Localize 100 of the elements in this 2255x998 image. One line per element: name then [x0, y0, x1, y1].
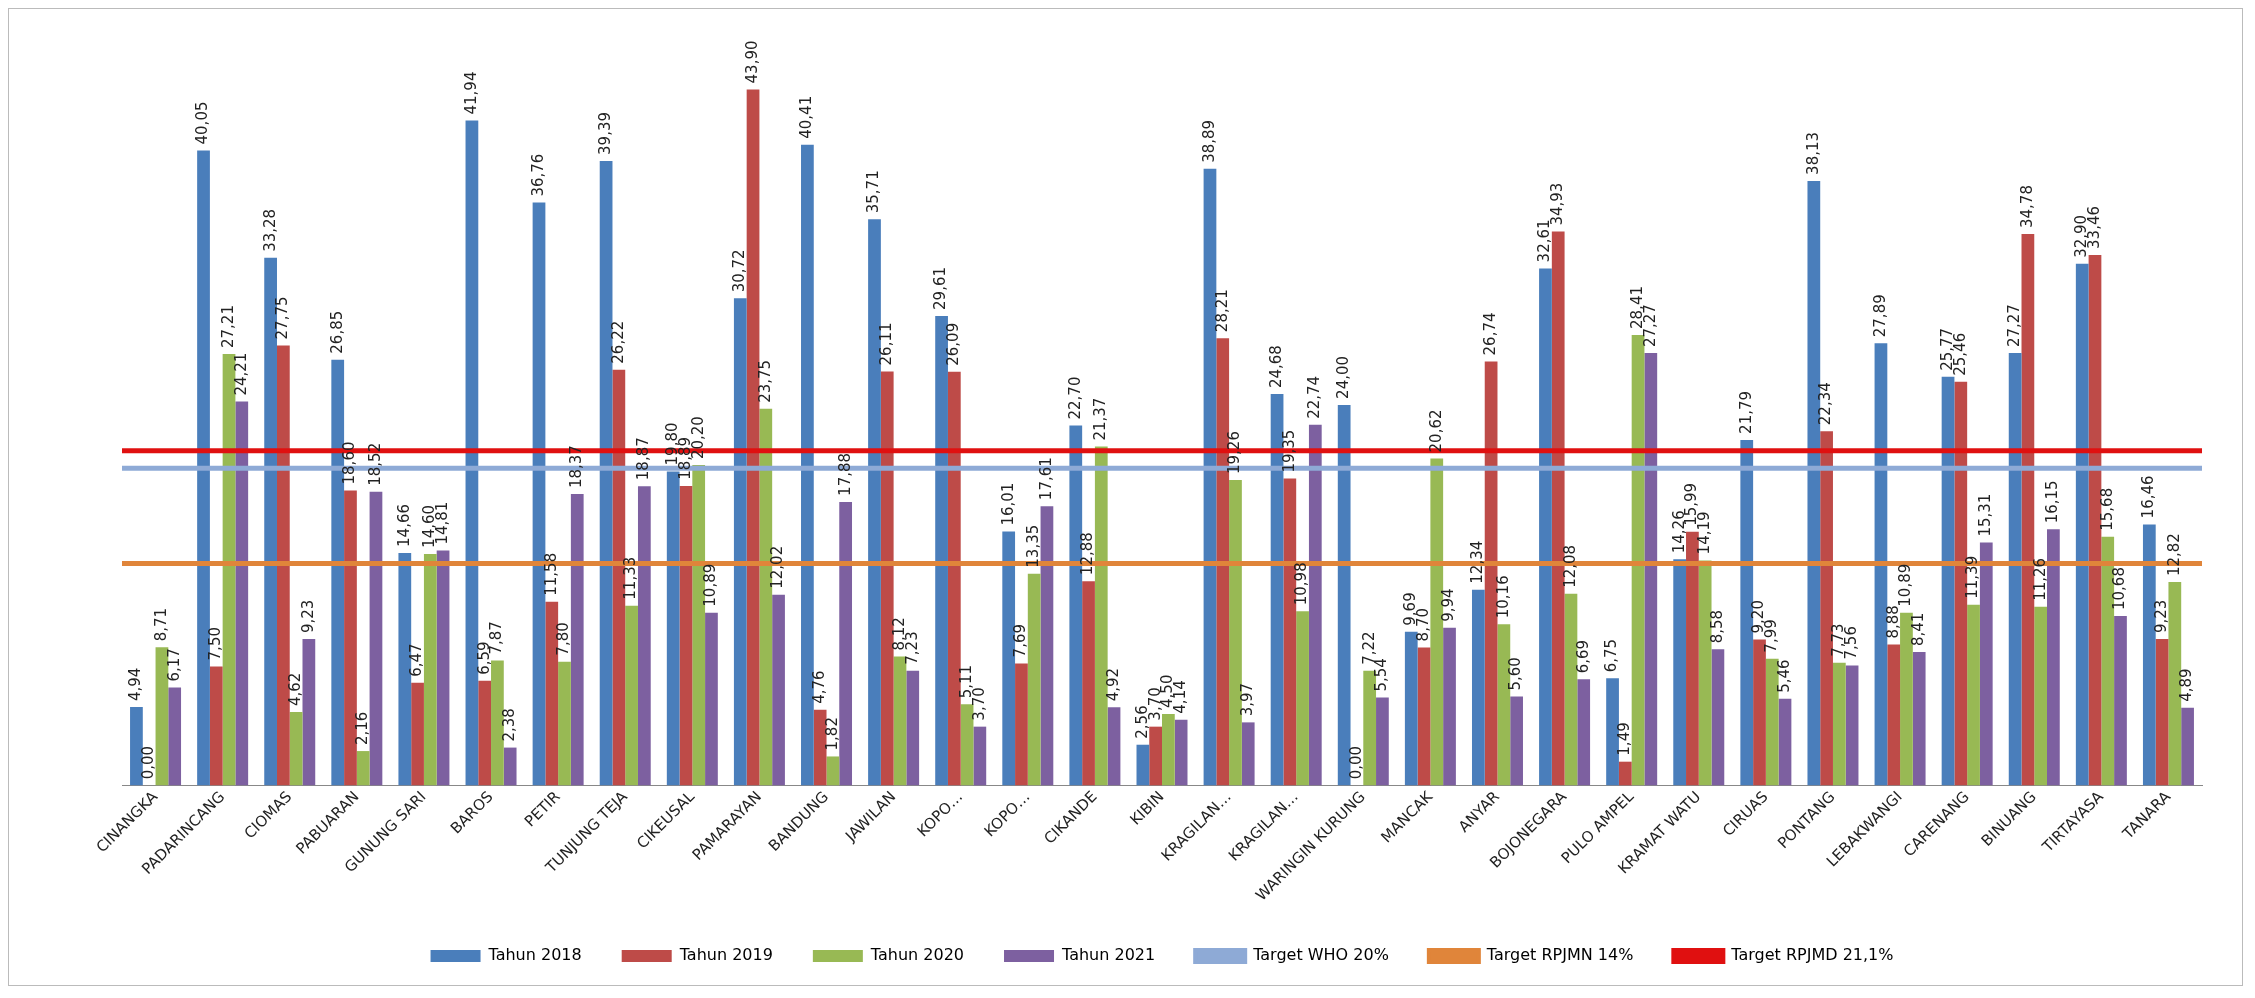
bar [1778, 698, 1792, 786]
data-label: 2,38 [500, 708, 519, 742]
data-label: 11,26 [2030, 557, 2049, 601]
data-label: 12,34 [1468, 540, 1487, 584]
data-label: 7,69 [1011, 624, 1030, 658]
bar [1618, 761, 1632, 786]
bar [1551, 231, 1565, 786]
data-label: 9,23 [298, 599, 317, 633]
bar [369, 491, 383, 786]
bar [772, 594, 785, 786]
bar [436, 550, 450, 786]
data-label: 18,60 [340, 441, 359, 485]
bar [893, 656, 907, 786]
bar [1040, 506, 1054, 786]
bar [733, 298, 747, 786]
data-label: 12,88 [1078, 532, 1097, 576]
bar [356, 751, 370, 786]
data-label: 26,85 [327, 310, 346, 354]
bar [1229, 480, 1242, 786]
bar [302, 639, 316, 786]
bar [1564, 593, 1578, 786]
legend-label: Tahun 2020 [869, 945, 965, 965]
bar [1082, 581, 1095, 786]
bar [1979, 542, 1993, 786]
data-label: 22,34 [1816, 382, 1835, 426]
data-label: 24,21 [231, 352, 250, 396]
bar [1753, 639, 1766, 786]
bar [1820, 431, 1833, 786]
bar [1539, 268, 1552, 786]
data-label: 21,37 [1091, 397, 1110, 441]
data-label: 15,31 [1976, 493, 1995, 537]
bar [1417, 647, 1431, 786]
bar [344, 490, 357, 786]
bar [625, 605, 638, 786]
bar [1686, 531, 1699, 786]
bar [1015, 663, 1028, 786]
data-label: 26,74 [1481, 312, 1499, 356]
bar [1631, 334, 1645, 786]
data-label: 10,16 [1493, 575, 1512, 619]
data-label: 16,15 [2043, 480, 2062, 524]
data-label: 21,79 [1736, 390, 1755, 434]
data-label: 16,01 [998, 482, 1017, 526]
bar [2008, 353, 2022, 786]
data-label: 8,58 [1707, 609, 1726, 644]
bar [1094, 446, 1108, 786]
bar [679, 485, 693, 786]
bar [478, 680, 492, 786]
data-label: 39,39 [595, 111, 614, 155]
data-label: 14,66 [394, 503, 413, 547]
data-label: 24,00 [1334, 355, 1353, 399]
legend-label: Tahun 2019 [678, 945, 773, 965]
bar [1510, 696, 1523, 786]
bar [813, 709, 827, 786]
bar [130, 707, 143, 786]
bar [839, 501, 853, 786]
bar [1149, 726, 1162, 786]
data-label: 11,58 [541, 552, 560, 596]
data-label: 27,21 [218, 305, 237, 348]
bar [906, 670, 920, 786]
data-label: 19,26 [1225, 431, 1244, 475]
bar [1484, 361, 1498, 786]
data-label: 27,75 [273, 296, 292, 340]
data-label: 4,62 [286, 672, 305, 707]
bar [1296, 611, 1309, 786]
data-label: 1,82 [822, 717, 841, 751]
data-label: 4,92 [1103, 667, 1122, 702]
bar [599, 160, 613, 786]
bar [155, 647, 169, 786]
data-label: 8,88 [1883, 605, 1902, 639]
data-label: 33,28 [260, 208, 279, 252]
bar [1967, 604, 1980, 786]
bar [532, 202, 546, 786]
data-label: 6,69 [1573, 639, 1592, 674]
bar [558, 661, 571, 786]
data-label: 7,50 [206, 627, 225, 661]
bar [666, 471, 680, 786]
bar [1845, 665, 1859, 786]
bar [503, 747, 517, 786]
data-label: 3,97 [1238, 682, 1257, 717]
bar [1698, 560, 1712, 786]
bar [1941, 376, 1955, 786]
data-label: 12,82 [2164, 533, 2183, 577]
bar [264, 257, 277, 786]
data-label: 15,68 [2097, 487, 2116, 531]
bar [1832, 662, 1846, 786]
bar [2034, 606, 2048, 786]
bar [1270, 394, 1284, 786]
data-label: 26,22 [608, 320, 627, 364]
bar [197, 150, 210, 786]
data-label: 24,68 [1266, 345, 1285, 389]
data-label: 38,13 [1803, 131, 1822, 175]
data-label: 40,41 [797, 95, 816, 139]
bar [1107, 707, 1121, 786]
bar [1471, 589, 1485, 786]
data-label: 27,89 [1870, 294, 1889, 338]
bar [276, 345, 290, 786]
data-label: 11,33 [621, 556, 640, 600]
data-label: 12,08 [1560, 544, 1579, 588]
data-label: 11,39 [1963, 555, 1982, 599]
data-label: 1,49 [1615, 722, 1634, 756]
